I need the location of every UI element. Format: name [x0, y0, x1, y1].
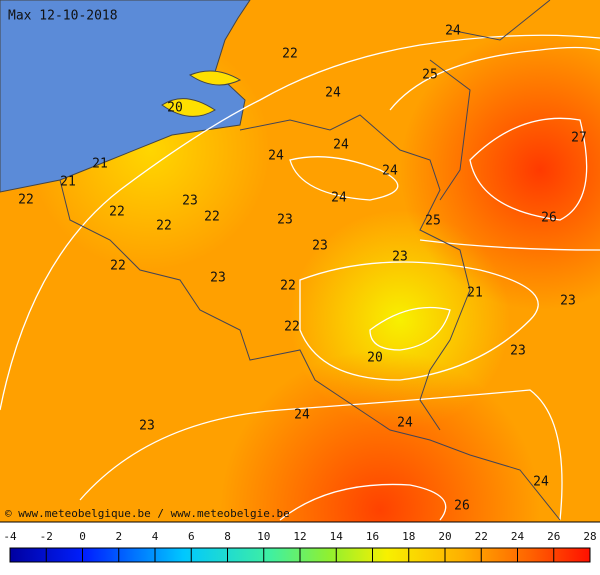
colorbar-tick-label: 18 — [402, 530, 415, 543]
footer: © www.meteobelgique.be / www.meteobelgie… — [5, 507, 290, 520]
temperature-label: 22 — [284, 320, 300, 335]
temperature-label: 22 — [18, 193, 34, 208]
colorbar-tick-label: 2 — [115, 530, 122, 543]
colorbar-tick-label: 24 — [511, 530, 525, 543]
temperature-label: 23 — [139, 419, 155, 434]
temperature-label: 24 — [333, 138, 349, 153]
colorbar-tick-label: 14 — [330, 530, 344, 543]
colorbar-tick-label: -4 — [3, 530, 17, 543]
temperature-label: 24 — [533, 475, 549, 490]
temperature-label: 23 — [182, 194, 198, 209]
temperature-label: 22 — [156, 219, 172, 234]
colorbar-tick-label: 4 — [152, 530, 159, 543]
temperature-label: 23 — [277, 213, 293, 228]
colorbar-tick-label: 20 — [438, 530, 451, 543]
temperature-label: 21 — [92, 157, 108, 172]
temperature-label: 24 — [397, 416, 413, 431]
temperature-label: 21 — [467, 286, 483, 301]
colorbar-tick-label: 22 — [475, 530, 488, 543]
temperature-label: 23 — [392, 250, 408, 265]
colorbar-tick-label: 26 — [547, 530, 560, 543]
colorbar-ticks: -4 -2 0 2 4 6 8 10 12 14 16 18 20 22 24 26 28 — [3, 530, 597, 562]
temperature-label: 26 — [541, 211, 557, 226]
temperature-label: 21 — [60, 175, 76, 190]
colorbar-tick-label: 12 — [293, 530, 306, 543]
temperature-label: 22 — [280, 279, 296, 294]
temperature-label: 22 — [110, 259, 126, 274]
temperature-label: 25 — [422, 68, 438, 83]
colorbar-tick-label: 28 — [583, 530, 596, 543]
colorbar-tick-label: 8 — [224, 530, 231, 543]
islands — [161, 70, 242, 117]
temperature-label: 22 — [204, 210, 220, 225]
temperature-label: 23 — [510, 344, 526, 359]
temperature-label: 24 — [268, 149, 284, 164]
colorbar-tick-label: -2 — [40, 530, 53, 543]
temperature-label: 27 — [571, 131, 587, 146]
title: Max 12-10-2018 — [8, 9, 118, 24]
temperature-label: 22 — [282, 47, 298, 62]
temperature-label: 22 — [109, 205, 125, 220]
temperature-labels: 24 22 25 24 20 27 24 24 21 24 21 22 24 23 22 22 25 26 23 22… — [18, 24, 587, 514]
temperature-label: 23 — [210, 271, 226, 286]
temperature-label: 24 — [325, 86, 341, 101]
borders — [59, 0, 561, 521]
temperature-label: 24 — [331, 191, 347, 206]
colorbar-tick-label: 10 — [257, 530, 270, 543]
colorbar-tick-label: 16 — [366, 530, 379, 543]
temperature-label: 24 — [445, 24, 461, 39]
temperature-label: 24 — [294, 408, 310, 423]
temperature-label: 24 — [382, 164, 398, 179]
temperature-label: 25 — [425, 214, 441, 229]
isotherms — [0, 34, 600, 521]
colorbar-tick-label: 0 — [79, 530, 86, 543]
sea — [0, 0, 251, 193]
temperature-label: 23 — [560, 294, 576, 309]
temperature-label: 20 — [367, 351, 383, 366]
colorbar-tick-label: 6 — [188, 530, 195, 543]
temperature-label: 26 — [454, 499, 470, 514]
temperature-label: 20 — [167, 101, 183, 116]
temperature-label: 23 — [312, 239, 328, 254]
